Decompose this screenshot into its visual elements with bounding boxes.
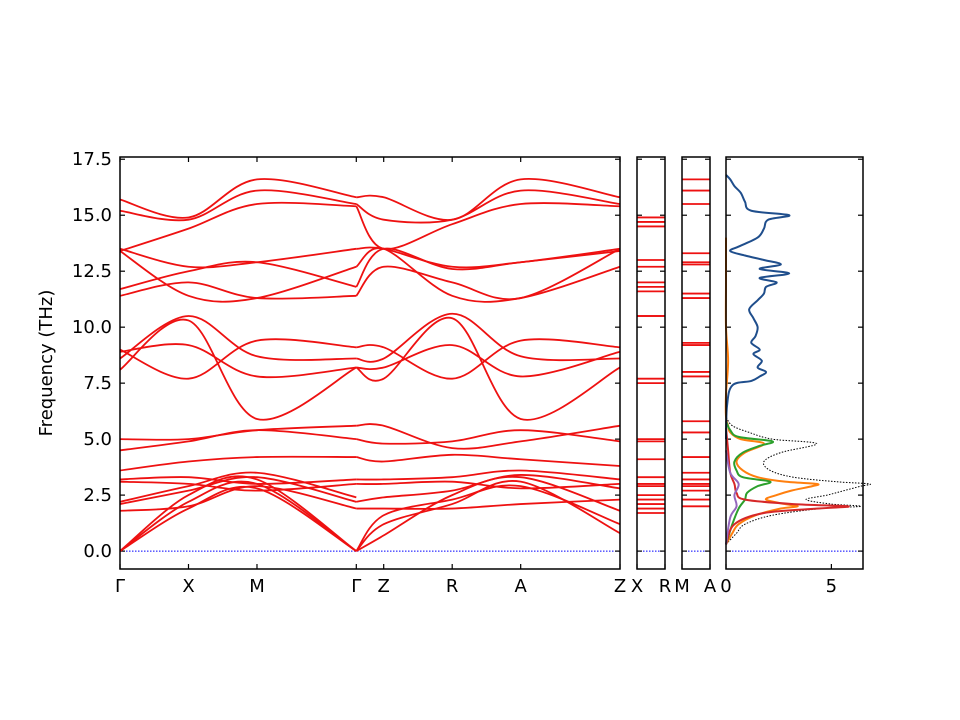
x-tick-label: A	[515, 576, 528, 597]
y-tick-label: 7.5	[83, 373, 112, 394]
dos-series-3	[725, 427, 850, 545]
dos-series-5	[725, 174, 791, 440]
band-line-39	[356, 246, 621, 269]
band-line-32	[355, 317, 621, 421]
x-tick-label: R	[659, 576, 672, 597]
band-line-33	[356, 312, 621, 363]
band-line-4	[119, 476, 357, 505]
band-line-16	[119, 260, 357, 290]
y-tick-label: 2.5	[83, 485, 112, 506]
y-tick-label: 17.5	[72, 149, 112, 170]
band-line-28	[356, 469, 621, 481]
xr-panel-frame	[636, 156, 666, 570]
band-line-17	[119, 250, 357, 303]
y-tick-label: 0.0	[83, 541, 112, 562]
y-tick-label: 12.5	[72, 261, 112, 282]
band-line-12	[119, 315, 357, 361]
x-tick-label: Z	[378, 576, 390, 597]
band-line-24	[355, 475, 621, 552]
band-line-21	[119, 178, 357, 219]
x-tick-label: R	[446, 576, 459, 597]
band-line-10	[119, 424, 357, 441]
dos-panel-frame	[725, 156, 864, 570]
y-axis-label-group: Frequency (THz)	[36, 290, 57, 437]
band-line-13	[119, 343, 357, 379]
band-line-41	[355, 189, 621, 224]
x-tick-label: M	[674, 576, 690, 597]
x-tick-label: X	[182, 576, 194, 597]
band-line-23	[355, 480, 621, 552]
band-line-19	[119, 201, 357, 252]
band-line-5	[119, 471, 357, 503]
dos-series-0	[725, 416, 871, 545]
ma-panel-frame	[681, 156, 711, 570]
band-line-18	[119, 247, 357, 269]
band-line-8	[119, 455, 357, 472]
x-tick-label: Γ	[351, 576, 361, 597]
band-panel-main: 0.02.55.07.510.012.515.017.5Γ X M Γ Z R A Z	[72, 149, 626, 597]
band-line-25	[356, 498, 621, 510]
band-line-14	[119, 338, 357, 380]
x-tick-label: Γ	[115, 576, 125, 597]
band-line-26	[356, 474, 621, 503]
band-line-40	[355, 202, 621, 250]
band-line-1	[119, 480, 357, 552]
band-line-34	[356, 344, 621, 378]
dos-x-tick-label: 0	[720, 576, 731, 597]
band-line-6	[119, 480, 357, 492]
band-line-3	[119, 485, 357, 512]
band-line-27	[356, 480, 621, 490]
x-tick-label: Z	[614, 576, 626, 597]
x-tick-label: X	[631, 576, 643, 597]
band-line-15	[119, 281, 357, 300]
band-line-36	[355, 247, 621, 301]
y-tick-label: 15.0	[72, 205, 112, 226]
band-line-20	[119, 189, 357, 222]
band-line-11	[119, 318, 357, 421]
band-line-7	[119, 476, 357, 485]
main-panel-frame	[119, 156, 621, 570]
x-tick-label: M	[249, 576, 265, 597]
band-line-42	[356, 178, 621, 221]
y-tick-label: 10.0	[72, 317, 112, 338]
y-axis-label: Frequency (THz)	[36, 290, 57, 437]
band-line-2	[119, 475, 357, 552]
band-line-35	[356, 338, 621, 380]
dos-x-tick-label: 5	[826, 576, 837, 597]
band-line-30	[356, 429, 621, 445]
dos-series-4	[725, 450, 740, 545]
band-line-31	[356, 423, 621, 450]
y-tick-label: 5.0	[83, 429, 112, 450]
x-tick-label: A	[704, 576, 717, 597]
dos-series-2	[725, 420, 775, 545]
band-line-29	[356, 453, 621, 467]
